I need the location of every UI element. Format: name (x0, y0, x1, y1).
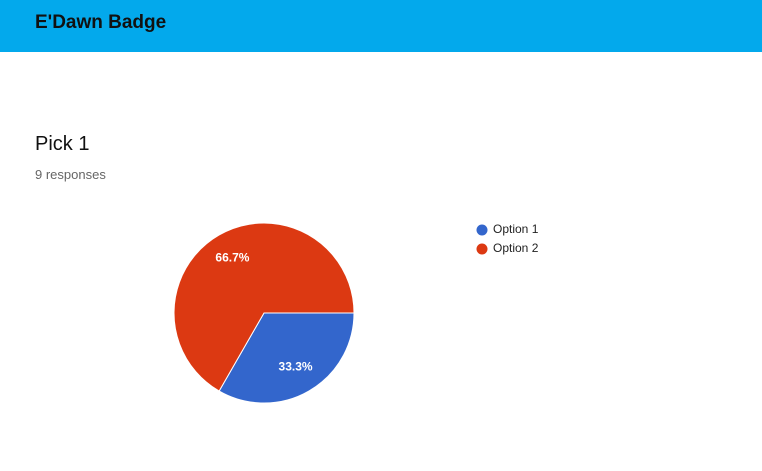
pie-slice (173, 222, 355, 392)
header-title: E'Dawn Badge (35, 12, 167, 33)
question-title: Pick 1 (35, 133, 90, 155)
legend-marker (476, 224, 488, 236)
legend-label: Option 2 (493, 241, 539, 255)
data-label: 33.3% (279, 360, 313, 374)
data-label: 66.7% (215, 251, 249, 265)
legend-marker (476, 243, 488, 255)
legend-label: Option 1 (493, 222, 539, 236)
response-count: 9 responses (35, 167, 106, 182)
header-bar: E'Dawn Badge (0, 0, 762, 52)
pie-slice (218, 312, 355, 404)
